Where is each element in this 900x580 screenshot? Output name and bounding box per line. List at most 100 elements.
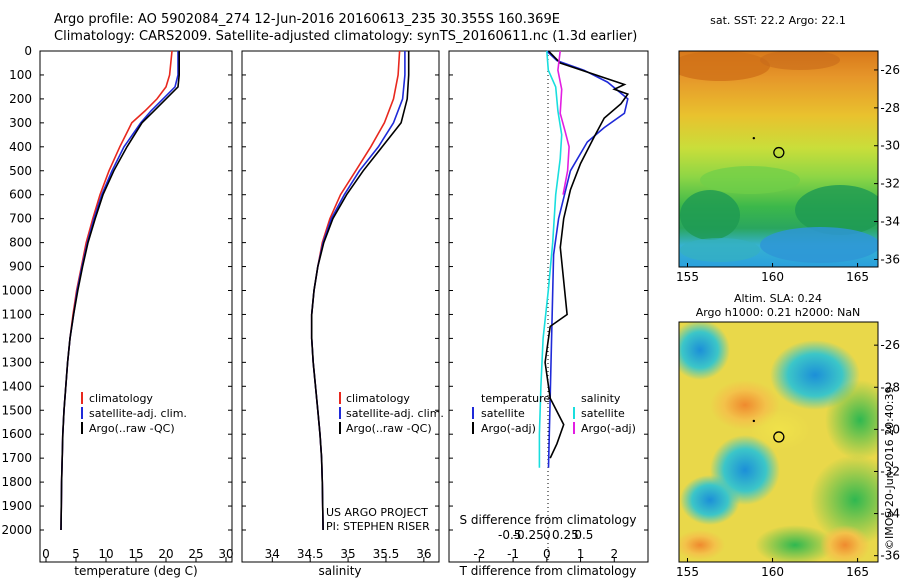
profile-location-marker <box>773 146 785 159</box>
x-tick-label: 1 <box>577 547 585 561</box>
legend-satellite: satellite-adj. clim. <box>346 407 444 420</box>
temperature-x-label: temperature (deg C) <box>74 564 197 578</box>
project-annotation: US ARGO PROJECT <box>326 506 428 519</box>
depth-tick-label: 100 <box>9 68 32 82</box>
map-y-tick-label: -26 <box>880 338 900 352</box>
sst-map-axes: 155 160 165 -26 -28 -30 -32 -34 -36 <box>676 63 900 284</box>
depth-tick-label: 1000 <box>1 284 32 298</box>
salinity-panel-frame <box>241 50 440 563</box>
temperature-x-axis: 0 5 10 15 20 25 30 <box>42 547 234 562</box>
legend-t-argo: Argo(-adj) <box>481 422 536 435</box>
map-y-tick-label: -32 <box>880 177 900 191</box>
series-line-t-argo-adj <box>544 50 630 459</box>
depth-tick-label: 700 <box>9 212 32 226</box>
s-diff-tick-label: -0.25 <box>513 528 544 542</box>
map-y-tick-label: -34 <box>880 215 900 229</box>
credit-text: ©IMOS 20-Jun-2016 20:40:39 <box>883 386 896 550</box>
series-line-s-argo-adj <box>557 50 570 195</box>
depth-tick-label: 1600 <box>1 427 32 441</box>
map-x-tick-label: 160 <box>761 270 784 284</box>
x-tick-label: 35 <box>340 547 355 561</box>
x-tick-label: 35.5 <box>373 547 400 561</box>
depth-tick-label: 1500 <box>1 403 32 417</box>
profile-location-marker <box>773 431 785 443</box>
x-tick-label: 5 <box>72 547 80 561</box>
map-y-tick-label: -36 <box>880 252 900 266</box>
profile-lines <box>60 50 630 531</box>
map-x-tick-label: 155 <box>676 565 699 579</box>
x-tick-label: 30 <box>218 547 233 561</box>
legend-satellite: satellite-adj. clim. <box>89 407 187 420</box>
difference-top-label: S difference from climatology <box>460 513 637 527</box>
legend-argo: Argo(..raw -QC) <box>346 422 432 435</box>
difference-x-axis: -2 -1 0 1 2-0.5-0.25 0 0.250.5 <box>473 528 618 562</box>
x-tick-label: 25 <box>188 547 203 561</box>
difference-legend: temperature salinity satellite Argo(-adj… <box>472 392 636 435</box>
map-y-tick-label: -32 <box>880 464 900 478</box>
temperature-panel-frame <box>39 50 233 563</box>
legend-salinity-header: salinity <box>581 392 621 405</box>
s-diff-tick-label: 0.25 <box>552 528 579 542</box>
series-line-climatology <box>310 50 401 531</box>
difference-x-label: T difference from climatology <box>459 564 637 578</box>
sla-map-frame <box>678 321 879 563</box>
sla-map-title-1: Altim. SLA: 0.24 <box>734 292 822 305</box>
map-x-tick-label: 160 <box>761 565 784 579</box>
x-tick-label: 10 <box>98 547 113 561</box>
x-tick-label: 36 <box>416 547 431 561</box>
depth-tick-label: 0 <box>24 44 32 58</box>
pi-annotation: PI: STEPHEN RISER <box>326 520 430 533</box>
depth-tick-label: 500 <box>9 164 32 178</box>
depth-tick-label: 1800 <box>1 475 32 489</box>
legend-climatology: climatology <box>89 392 153 405</box>
series-line-satellite-adj-clim <box>310 51 406 531</box>
map-x-tick-label: 165 <box>846 270 869 284</box>
map-y-tick-label: -30 <box>880 422 900 436</box>
x-tick-label: 20 <box>158 547 173 561</box>
map-y-tick-label: -28 <box>880 380 900 394</box>
prior-position-dot <box>752 136 756 140</box>
x-tick-label: 15 <box>128 547 143 561</box>
map-x-tick-label: 155 <box>676 270 699 284</box>
depth-tick-label: 1300 <box>1 355 32 369</box>
salinity-x-label: salinity <box>318 564 361 578</box>
sst-map-image <box>679 51 878 267</box>
header-line-2: Climatology: CARS2009. Satellite-adjuste… <box>54 29 638 44</box>
legend-temperature-header: temperature <box>481 392 550 405</box>
depth-tick-label: 300 <box>9 116 32 130</box>
map-x-tick-label: 165 <box>846 565 869 579</box>
series-line-s-satellite <box>538 50 563 468</box>
series-line-argo-raw-qc <box>60 51 180 531</box>
sst-map-frame <box>678 50 879 268</box>
map-y-tick-label: -36 <box>880 549 900 563</box>
header-line-1: Argo profile: AO 5902084_274 12-Jun-2016… <box>54 12 560 27</box>
temperature-legend: climatology satellite-adj. clim. Argo(..… <box>81 392 187 435</box>
x-tick-label: 34.5 <box>297 547 324 561</box>
legend-s-satellite: satellite <box>581 407 625 420</box>
depth-axis: 0 100 200 300 400 500 600 700 800 900 1000 1100 1200… <box>1 44 648 537</box>
series-line-argo-raw-qc <box>310 51 410 531</box>
sla-map-title-2: Argo h1000: 0.21 h2000: NaN <box>696 306 861 319</box>
depth-tick-label: 900 <box>9 260 32 274</box>
map-y-tick-label: -26 <box>880 63 900 77</box>
sst-map-title: sat. SST: 22.2 Argo: 22.1 <box>710 14 846 27</box>
salinity-legend: climatology satellite-adj. clim. Argo(..… <box>326 392 444 533</box>
depth-tick-label: 200 <box>9 92 32 106</box>
legend-climatology: climatology <box>346 392 410 405</box>
sla-map-image <box>679 322 878 562</box>
legend-t-satellite: satellite <box>481 407 525 420</box>
depth-tick-label: 800 <box>9 236 32 250</box>
x-tick-label: 0 <box>42 547 50 561</box>
depth-tick-label: 1400 <box>1 379 32 393</box>
map-y-tick-label: -30 <box>880 139 900 153</box>
s-diff-tick-label: 0 <box>543 528 551 542</box>
depth-tick-label: 400 <box>9 140 32 154</box>
depth-tick-label: 600 <box>9 188 32 202</box>
x-tick-label: -1 <box>507 547 519 561</box>
x-tick-label: 34 <box>265 547 280 561</box>
map-y-tick-label: -34 <box>880 507 900 521</box>
x-tick-label: 0 <box>543 547 551 561</box>
s-diff-tick-label: -0.5 <box>498 528 521 542</box>
x-tick-label: -2 <box>473 547 485 561</box>
